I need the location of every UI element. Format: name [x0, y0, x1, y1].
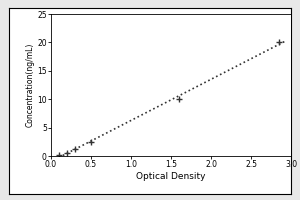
X-axis label: Optical Density: Optical Density [136, 172, 206, 181]
Y-axis label: Concentration(ng/mL): Concentration(ng/mL) [26, 43, 34, 127]
